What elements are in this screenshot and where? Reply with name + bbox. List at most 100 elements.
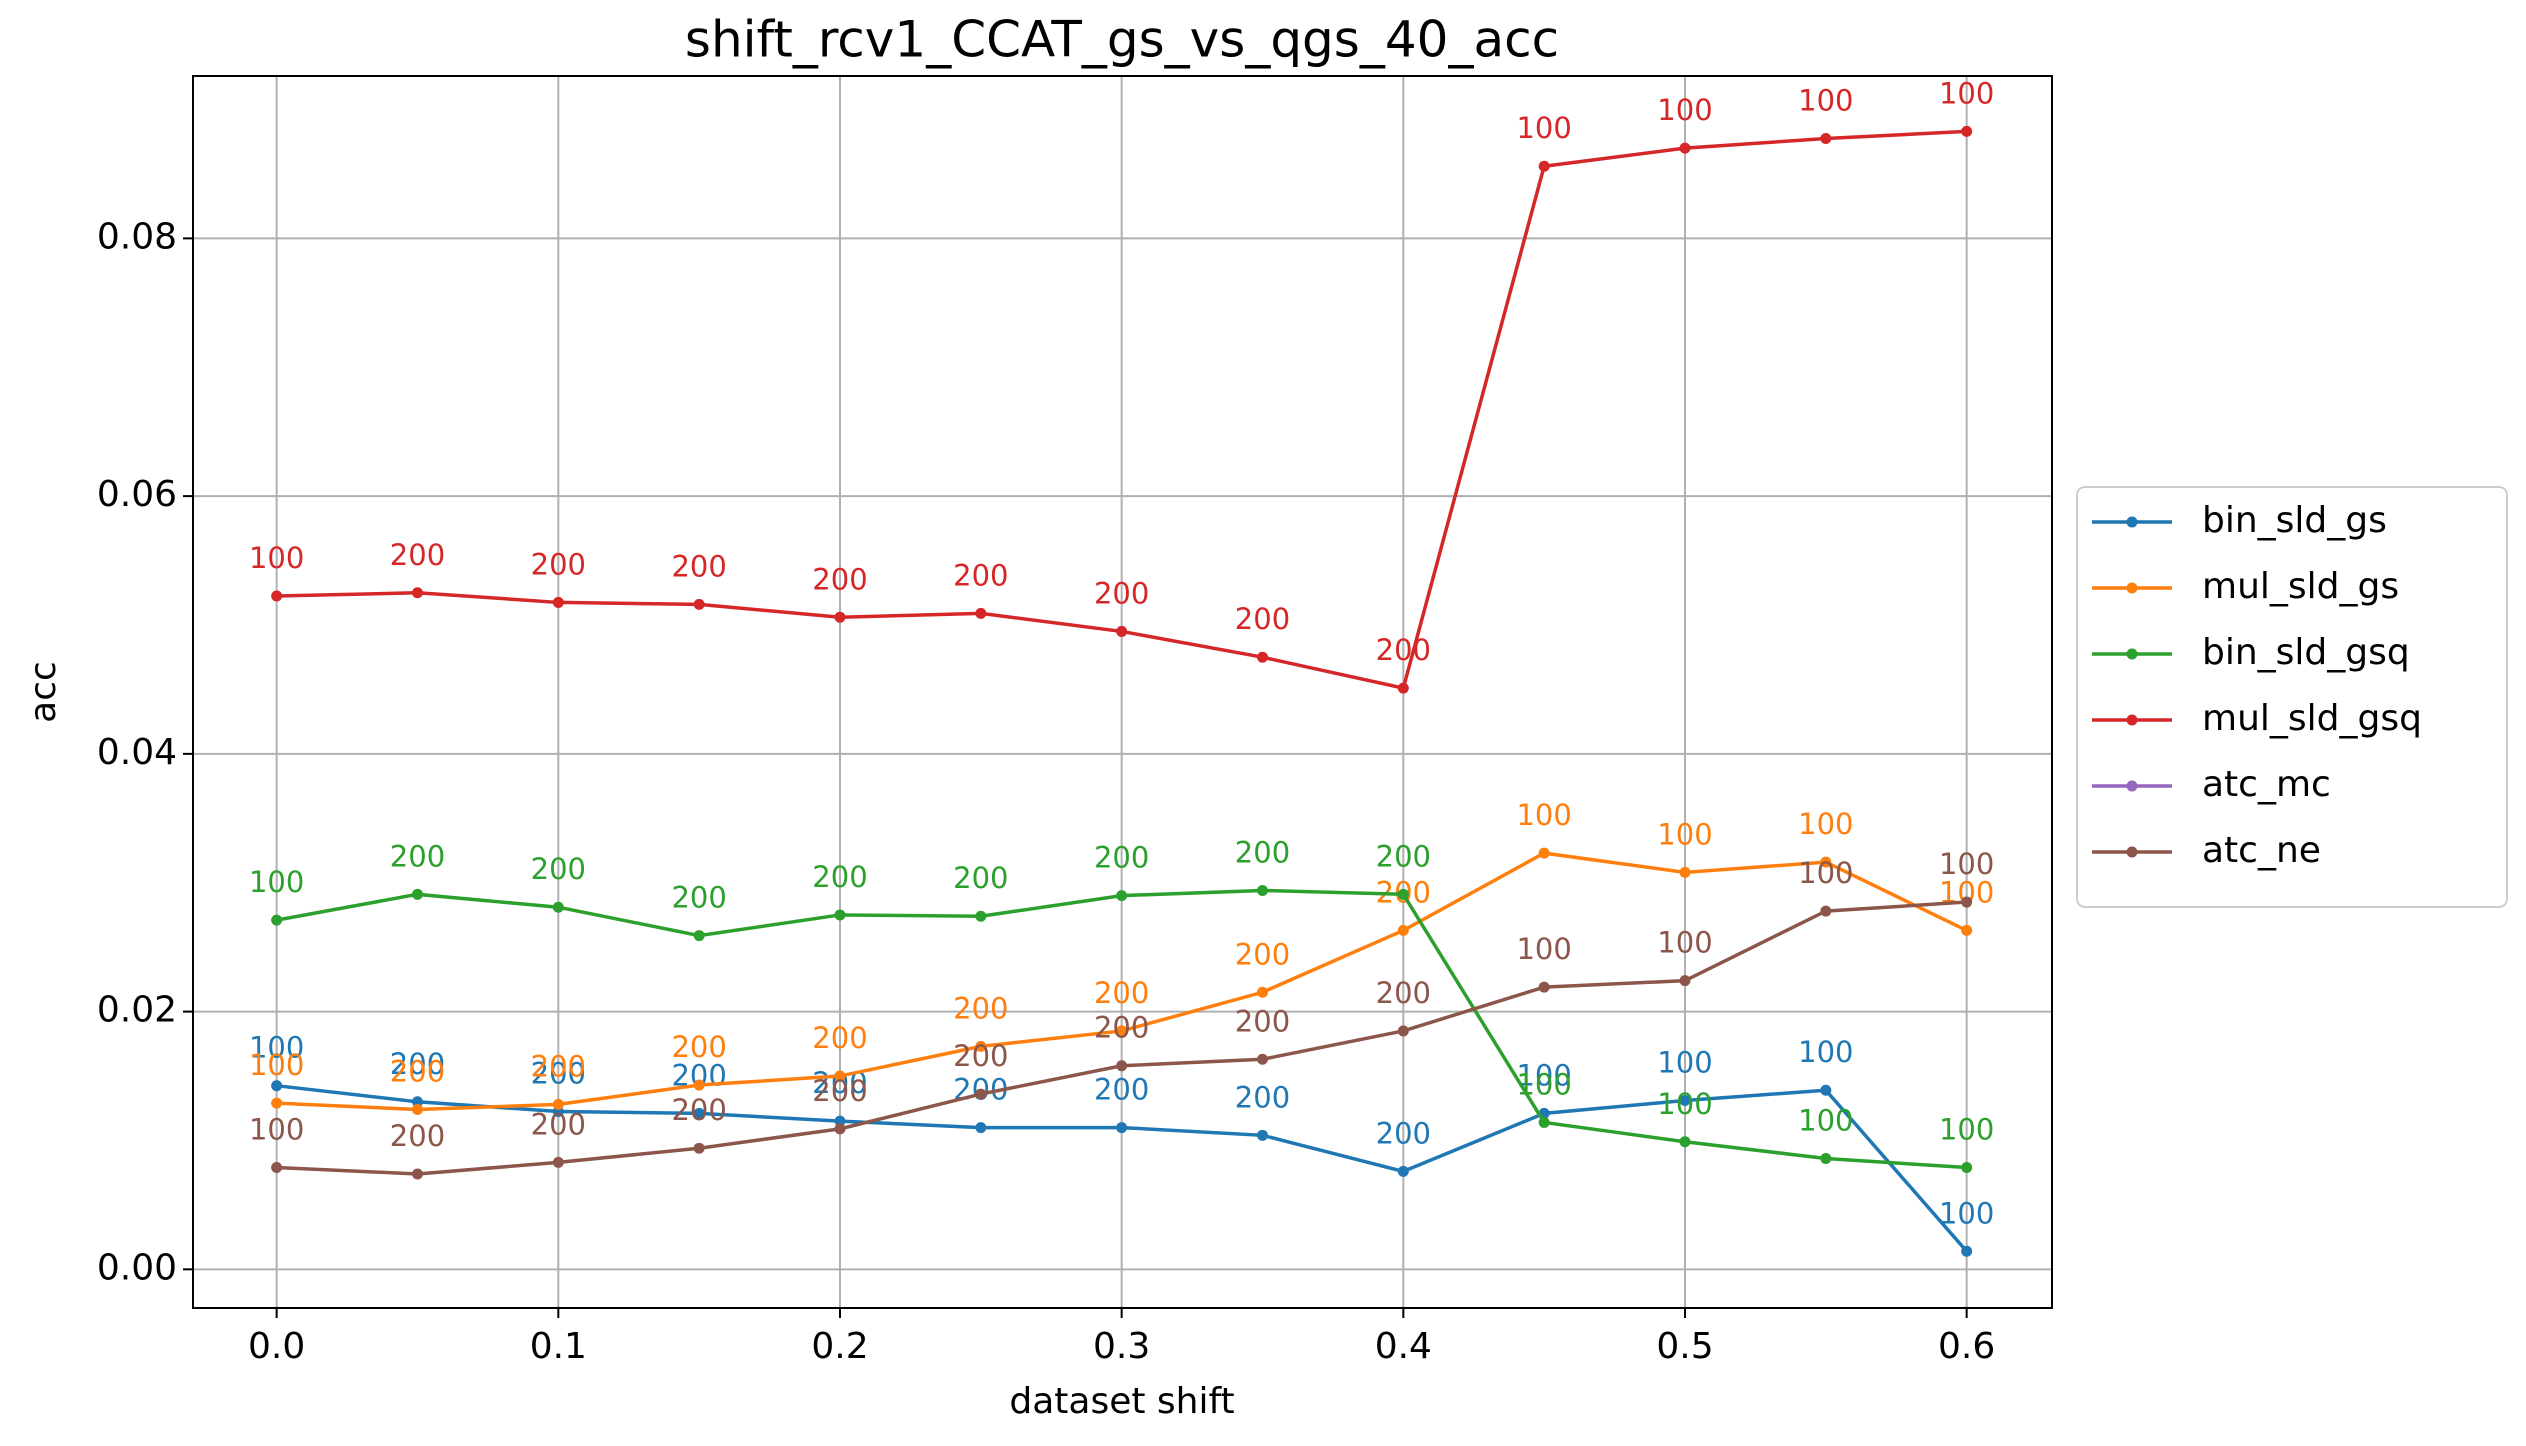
point-label: 100 (1798, 1104, 1853, 1138)
data-point (1538, 160, 1550, 172)
data-point (693, 1142, 705, 1154)
point-label: 200 (1235, 937, 1290, 971)
point-label: 100 (1516, 1058, 1571, 1092)
point-label: 100 (249, 1031, 304, 1065)
point-label: 100 (1657, 93, 1712, 127)
data-point (1538, 981, 1550, 993)
point-label: 200 (1235, 602, 1290, 636)
data-point (1679, 1095, 1691, 1107)
data-point (411, 1168, 423, 1180)
data-point (975, 1040, 987, 1052)
y-tick-label: 0.02 (97, 990, 177, 1031)
data-point (1256, 1129, 1268, 1141)
point-label: 200 (1376, 1116, 1431, 1150)
y-tick-label: 0.08 (97, 216, 177, 257)
point-label: 200 (531, 1056, 586, 1090)
point-label: 200 (812, 860, 867, 894)
data-point (693, 930, 705, 942)
point-label: 200 (390, 1119, 445, 1153)
point-label: 200 (953, 558, 1008, 592)
point-label: 100 (1657, 1046, 1712, 1080)
data-point (1397, 924, 1409, 936)
point-label: 200 (671, 1093, 726, 1127)
x-tick-label: 0.0 (248, 1326, 305, 1367)
data-point (1538, 847, 1550, 859)
data-point (834, 1115, 846, 1127)
x-axis-label: dataset shift (1009, 1381, 1234, 1422)
point-label: 200 (671, 1030, 726, 1064)
point-label: 200 (1235, 835, 1290, 869)
data-point (411, 888, 423, 900)
point-label: 100 (249, 1113, 304, 1147)
data-point (1397, 1165, 1409, 1177)
data-point (693, 1107, 705, 1119)
point-label: 100 (1798, 1035, 1853, 1069)
point-label: 100 (1657, 1087, 1712, 1121)
point-label: 200 (1376, 633, 1431, 667)
data-point (1679, 866, 1691, 878)
data-point (271, 1162, 283, 1174)
point-label: 200 (531, 852, 586, 886)
point-label: 200 (1376, 976, 1431, 1010)
x-tick-label: 0.1 (530, 1326, 587, 1367)
legend-marker (2126, 648, 2138, 660)
legend-label: bin_sld_gs (2202, 500, 2387, 541)
data-point (1538, 1116, 1550, 1128)
point-label: 200 (390, 538, 445, 572)
x-tick-label: 0.4 (1375, 1326, 1432, 1367)
data-point (834, 611, 846, 623)
data-point (552, 596, 564, 608)
data-point (271, 590, 283, 602)
point-label: 200 (531, 1049, 586, 1083)
point-label: 200 (531, 547, 586, 581)
point-label: 200 (1094, 576, 1149, 610)
point-label: 200 (531, 1107, 586, 1141)
legend-marker (2126, 780, 2138, 792)
legend-marker (2126, 714, 2138, 726)
data-point (834, 1070, 846, 1082)
point-label: 100 (1516, 111, 1571, 145)
point-label: 200 (1376, 839, 1431, 873)
point-label: 100 (1798, 807, 1853, 841)
point-label: 100 (1939, 76, 1994, 110)
data-point (552, 1156, 564, 1168)
legend-marker (2126, 516, 2138, 528)
data-point (411, 587, 423, 599)
legend-label: mul_sld_gs (2202, 566, 2399, 607)
data-point (1397, 888, 1409, 900)
x-tick-label: 0.2 (811, 1326, 868, 1367)
data-point (1256, 884, 1268, 896)
point-label: 100 (1939, 1196, 1994, 1230)
data-point (271, 914, 283, 926)
data-point (1961, 924, 1973, 936)
data-point (1256, 986, 1268, 998)
legend-box (2076, 486, 2508, 908)
legend-marker (2126, 846, 2138, 858)
data-point (975, 910, 987, 922)
point-label: 200 (671, 549, 726, 583)
data-point (1961, 1245, 1973, 1257)
data-point (1679, 142, 1691, 154)
y-tick-label: 0.06 (97, 474, 177, 515)
point-label: 100 (1939, 847, 1994, 881)
x-tick-label: 0.3 (1093, 1326, 1150, 1367)
point-label: 200 (1094, 1011, 1149, 1045)
point-label: 200 (671, 881, 726, 915)
point-label: 200 (812, 562, 867, 596)
data-point (411, 1096, 423, 1108)
data-point (693, 1079, 705, 1091)
point-label: 200 (390, 1047, 445, 1081)
data-point (552, 1098, 564, 1110)
point-label: 200 (1094, 1073, 1149, 1107)
y-tick-label: 0.00 (97, 1247, 177, 1288)
point-label: 100 (249, 865, 304, 899)
data-point (975, 1088, 987, 1100)
point-label: 200 (1094, 976, 1149, 1010)
point-label: 200 (812, 1021, 867, 1055)
data-point (1116, 1122, 1128, 1134)
data-point (1961, 896, 1973, 908)
data-point (1679, 1136, 1691, 1148)
point-label: 200 (953, 1039, 1008, 1073)
data-point (1397, 1025, 1409, 1037)
point-label: 200 (953, 991, 1008, 1025)
